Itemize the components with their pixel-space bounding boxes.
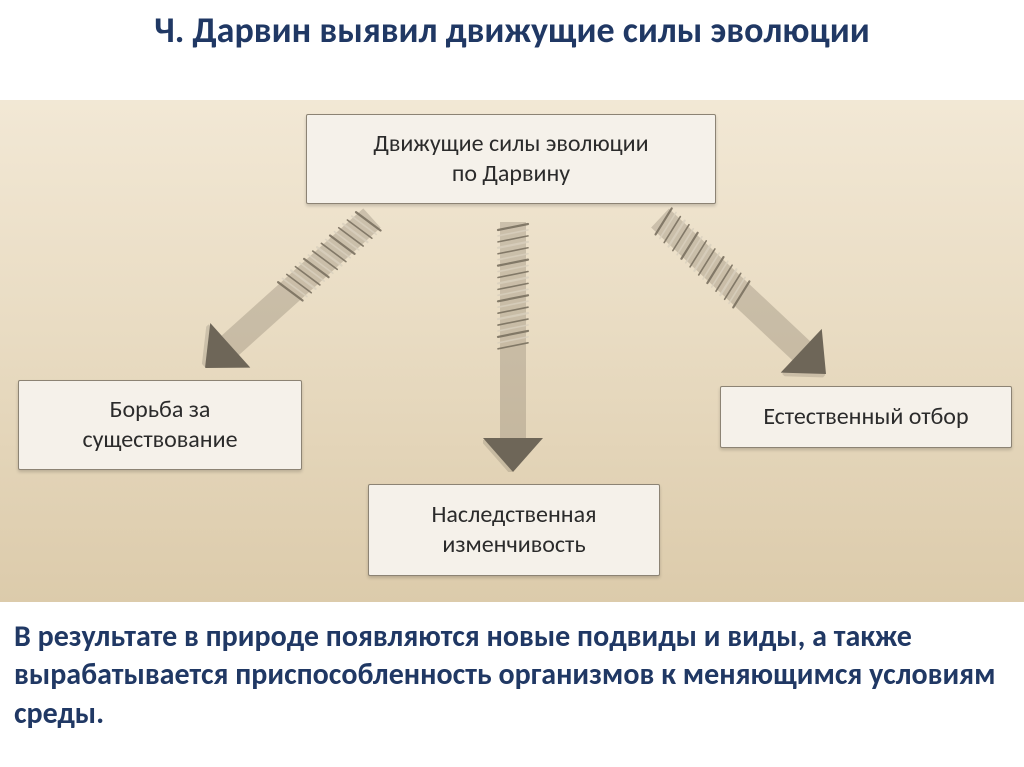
node-label-line: Наследственная [431, 500, 596, 530]
diagram-node-root: Движущие силы эволюциипо Дарвину [306, 114, 716, 204]
diagram-arrow [639, 196, 846, 396]
arrow-icon [185, 196, 392, 391]
node-label-line: Борьба за [110, 395, 211, 425]
node-label-line: изменчивость [442, 530, 585, 560]
footer-text: В результате в природе появляются новые … [14, 618, 1010, 733]
node-label-line: Движущие силы эволюции [373, 129, 648, 159]
diagram-node-mid: Наследственнаяизменчивость [368, 484, 660, 576]
diagram-arrow [185, 196, 392, 391]
diagram-node-left: Борьба засуществование [18, 380, 302, 470]
node-label-line: Естественный отбор [763, 402, 968, 432]
slide-title-area: Ч. Дарвин выявил движущие силы эволюции [0, 0, 1024, 63]
slide-title: Ч. Дарвин выявил движущие силы эволюции [40, 10, 984, 51]
arrow-icon [639, 196, 846, 396]
node-label-line: по Дарвину [452, 159, 570, 189]
node-label-line: существование [82, 425, 237, 455]
diagram-node-right: Естественный отбор [720, 386, 1012, 448]
diagram-area: Движущие силы эволюциипо Дарвину Борьба з… [0, 100, 1024, 602]
arrow-icon [483, 222, 543, 472]
footer-area: В результате в природе появляются новые … [0, 608, 1024, 743]
diagram-arrow [483, 222, 543, 472]
